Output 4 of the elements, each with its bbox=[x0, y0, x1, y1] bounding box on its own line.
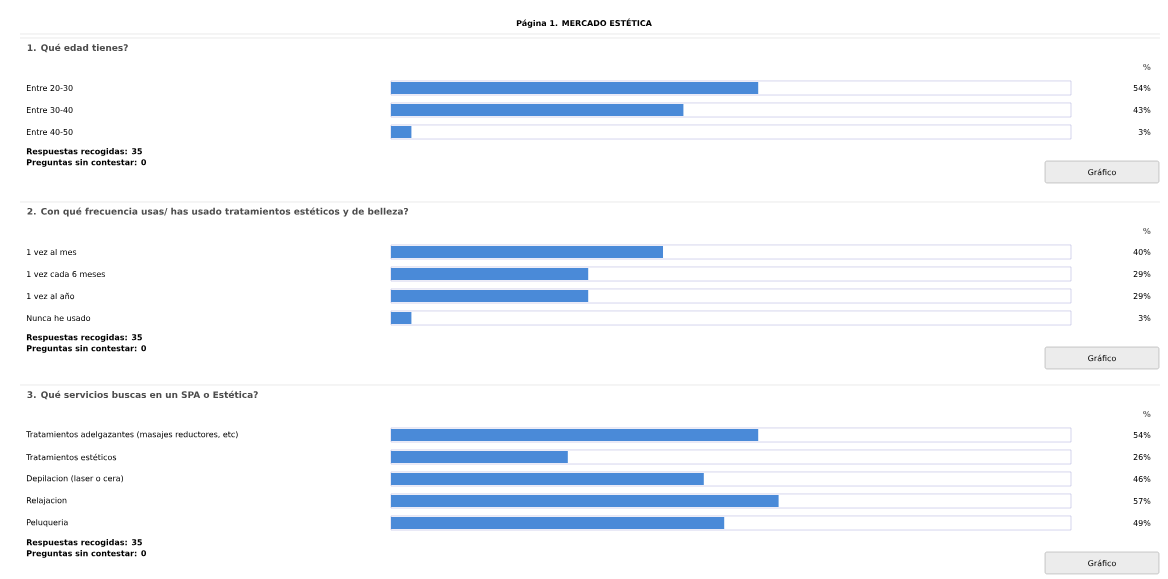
bar bbox=[391, 450, 568, 463]
text: 1. Qué edad tienes? bbox=[27, 43, 128, 53]
text: 3. Qué servicios buscas en un SPA o Estética? bbox=[27, 390, 258, 400]
text: 2. Con qué frecuencia usas/ has usado tratamientos estéticos y de belleza? bbox=[27, 207, 409, 217]
